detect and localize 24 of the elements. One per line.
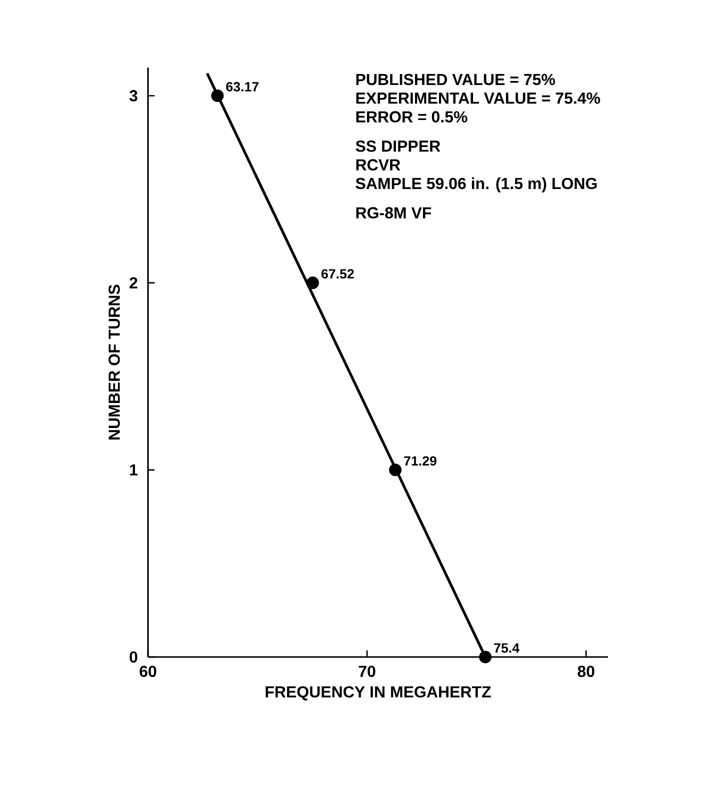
x-tick-label: 80 <box>578 666 594 678</box>
annotation: SAMPLE 59.06 in. (1.5 m) LONG <box>356 177 597 192</box>
y-tick-label: 3 <box>129 90 138 102</box>
point <box>479 650 492 664</box>
y-axis-title: NUMBER OF TURNS <box>108 284 120 440</box>
x-axis-title: FREQUENCY IN MEGAHERTZ <box>266 686 491 701</box>
annotation: EXPERIMENTAL VALUE = 75.4% <box>356 92 600 104</box>
annotation: RG-8M VF <box>356 207 432 218</box>
y-tick-label: 0 <box>130 651 138 663</box>
annotation: 75.4 <box>494 643 520 653</box>
annotation: PUBLISHED VALUE = 75% <box>356 74 556 86</box>
point <box>211 89 224 102</box>
annotation: SS DIPPER <box>356 140 440 152</box>
annotation: 71.29 <box>404 456 436 466</box>
y-tick-label: 2 <box>130 277 138 288</box>
point <box>389 464 402 476</box>
annotation: ERROR = 0.5% <box>356 111 468 122</box>
x-tick-label: 70 <box>358 666 376 678</box>
point <box>306 276 319 290</box>
annotation: 67.52 <box>321 269 354 279</box>
annotation: 63.17 <box>226 82 258 92</box>
annotation: RCVR <box>356 159 400 170</box>
x-tick-label: 60 <box>140 666 156 678</box>
y-tick-label: 1 <box>130 464 138 476</box>
